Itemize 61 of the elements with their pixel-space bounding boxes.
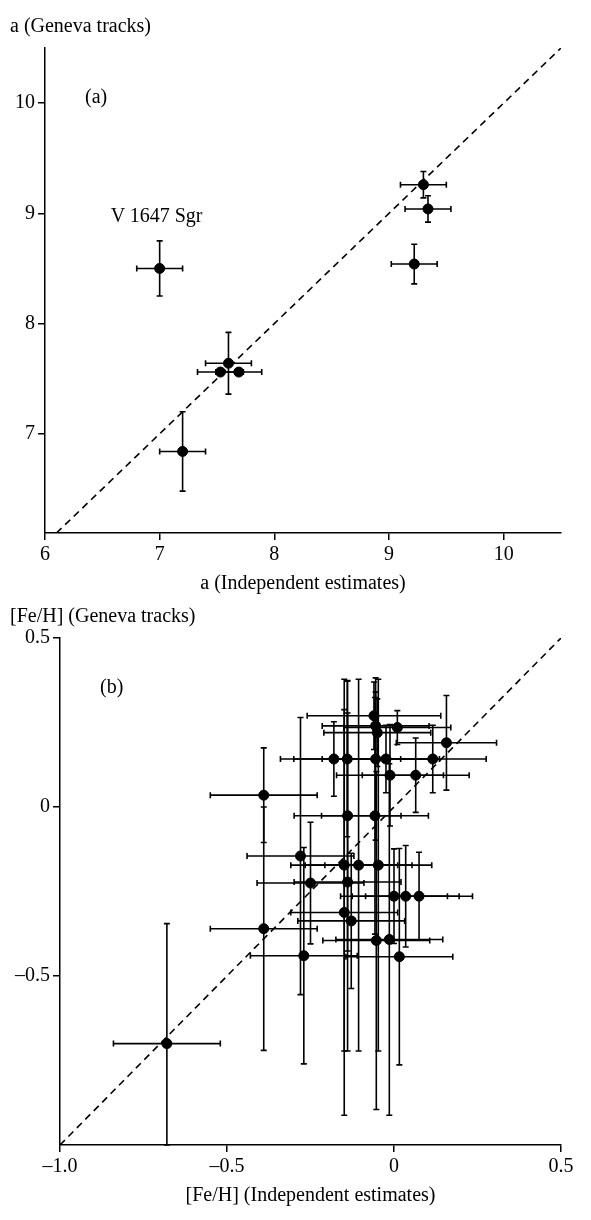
point [258,789,270,801]
annotation: V 1647 Sgr [110,204,203,228]
x-axis-title: [Fe/H] (Independent estimates) [185,1183,436,1207]
point [305,877,316,889]
x-axis-title: a (Independent estimates) [200,571,406,595]
point [372,859,384,871]
point [400,890,412,902]
point [177,445,189,457]
point [410,769,422,781]
point [214,366,226,378]
y-tick-label: 10 [15,90,35,113]
point [258,923,270,935]
point [427,753,439,765]
x-tick-label: –0.5 [208,1154,245,1177]
point [368,710,380,722]
point [294,850,306,862]
point [353,859,365,871]
x-tick-label: 8 [269,542,280,565]
point [369,810,381,822]
y-tick-label: 7 [25,421,35,444]
y-axis-title: a (Geneva tracks) [10,14,152,37]
point [345,915,357,927]
x-tick-label: 6 [40,542,50,565]
point [380,753,392,765]
point [408,258,420,270]
point [341,753,353,765]
point [383,934,395,945]
point [338,859,350,871]
y-tick-label: 0 [40,794,50,817]
point [393,951,405,963]
x-tick-label: 0 [389,1154,399,1177]
point [440,737,452,749]
point [342,876,354,888]
point [384,769,396,781]
y-tick-label: 8 [25,310,35,333]
point [298,950,310,962]
point [370,753,382,765]
y-tick-label: 0.5 [25,625,50,648]
point [233,366,245,378]
point [388,890,400,902]
y-tick-label: 9 [25,200,35,223]
x-tick-label: 10 [493,542,514,565]
x-tick-label: 7 [154,542,165,565]
x-tick-label: 0.5 [548,1154,574,1177]
point [370,935,382,947]
point [222,357,234,369]
point [328,753,340,765]
annotation: (b) [100,675,124,698]
point [371,727,383,739]
x-tick-label: –1.0 [41,1154,78,1177]
annotation: (a) [85,85,108,108]
point [422,203,434,215]
y-axis-title: [Fe/H] (Geneva tracks) [10,604,196,627]
x-tick-label: 9 [384,542,394,565]
point [161,1038,173,1050]
point [342,810,354,822]
point [417,179,429,191]
point [154,262,166,274]
point [413,890,425,902]
y-tick-label: –0.5 [14,963,50,986]
point [338,906,350,918]
